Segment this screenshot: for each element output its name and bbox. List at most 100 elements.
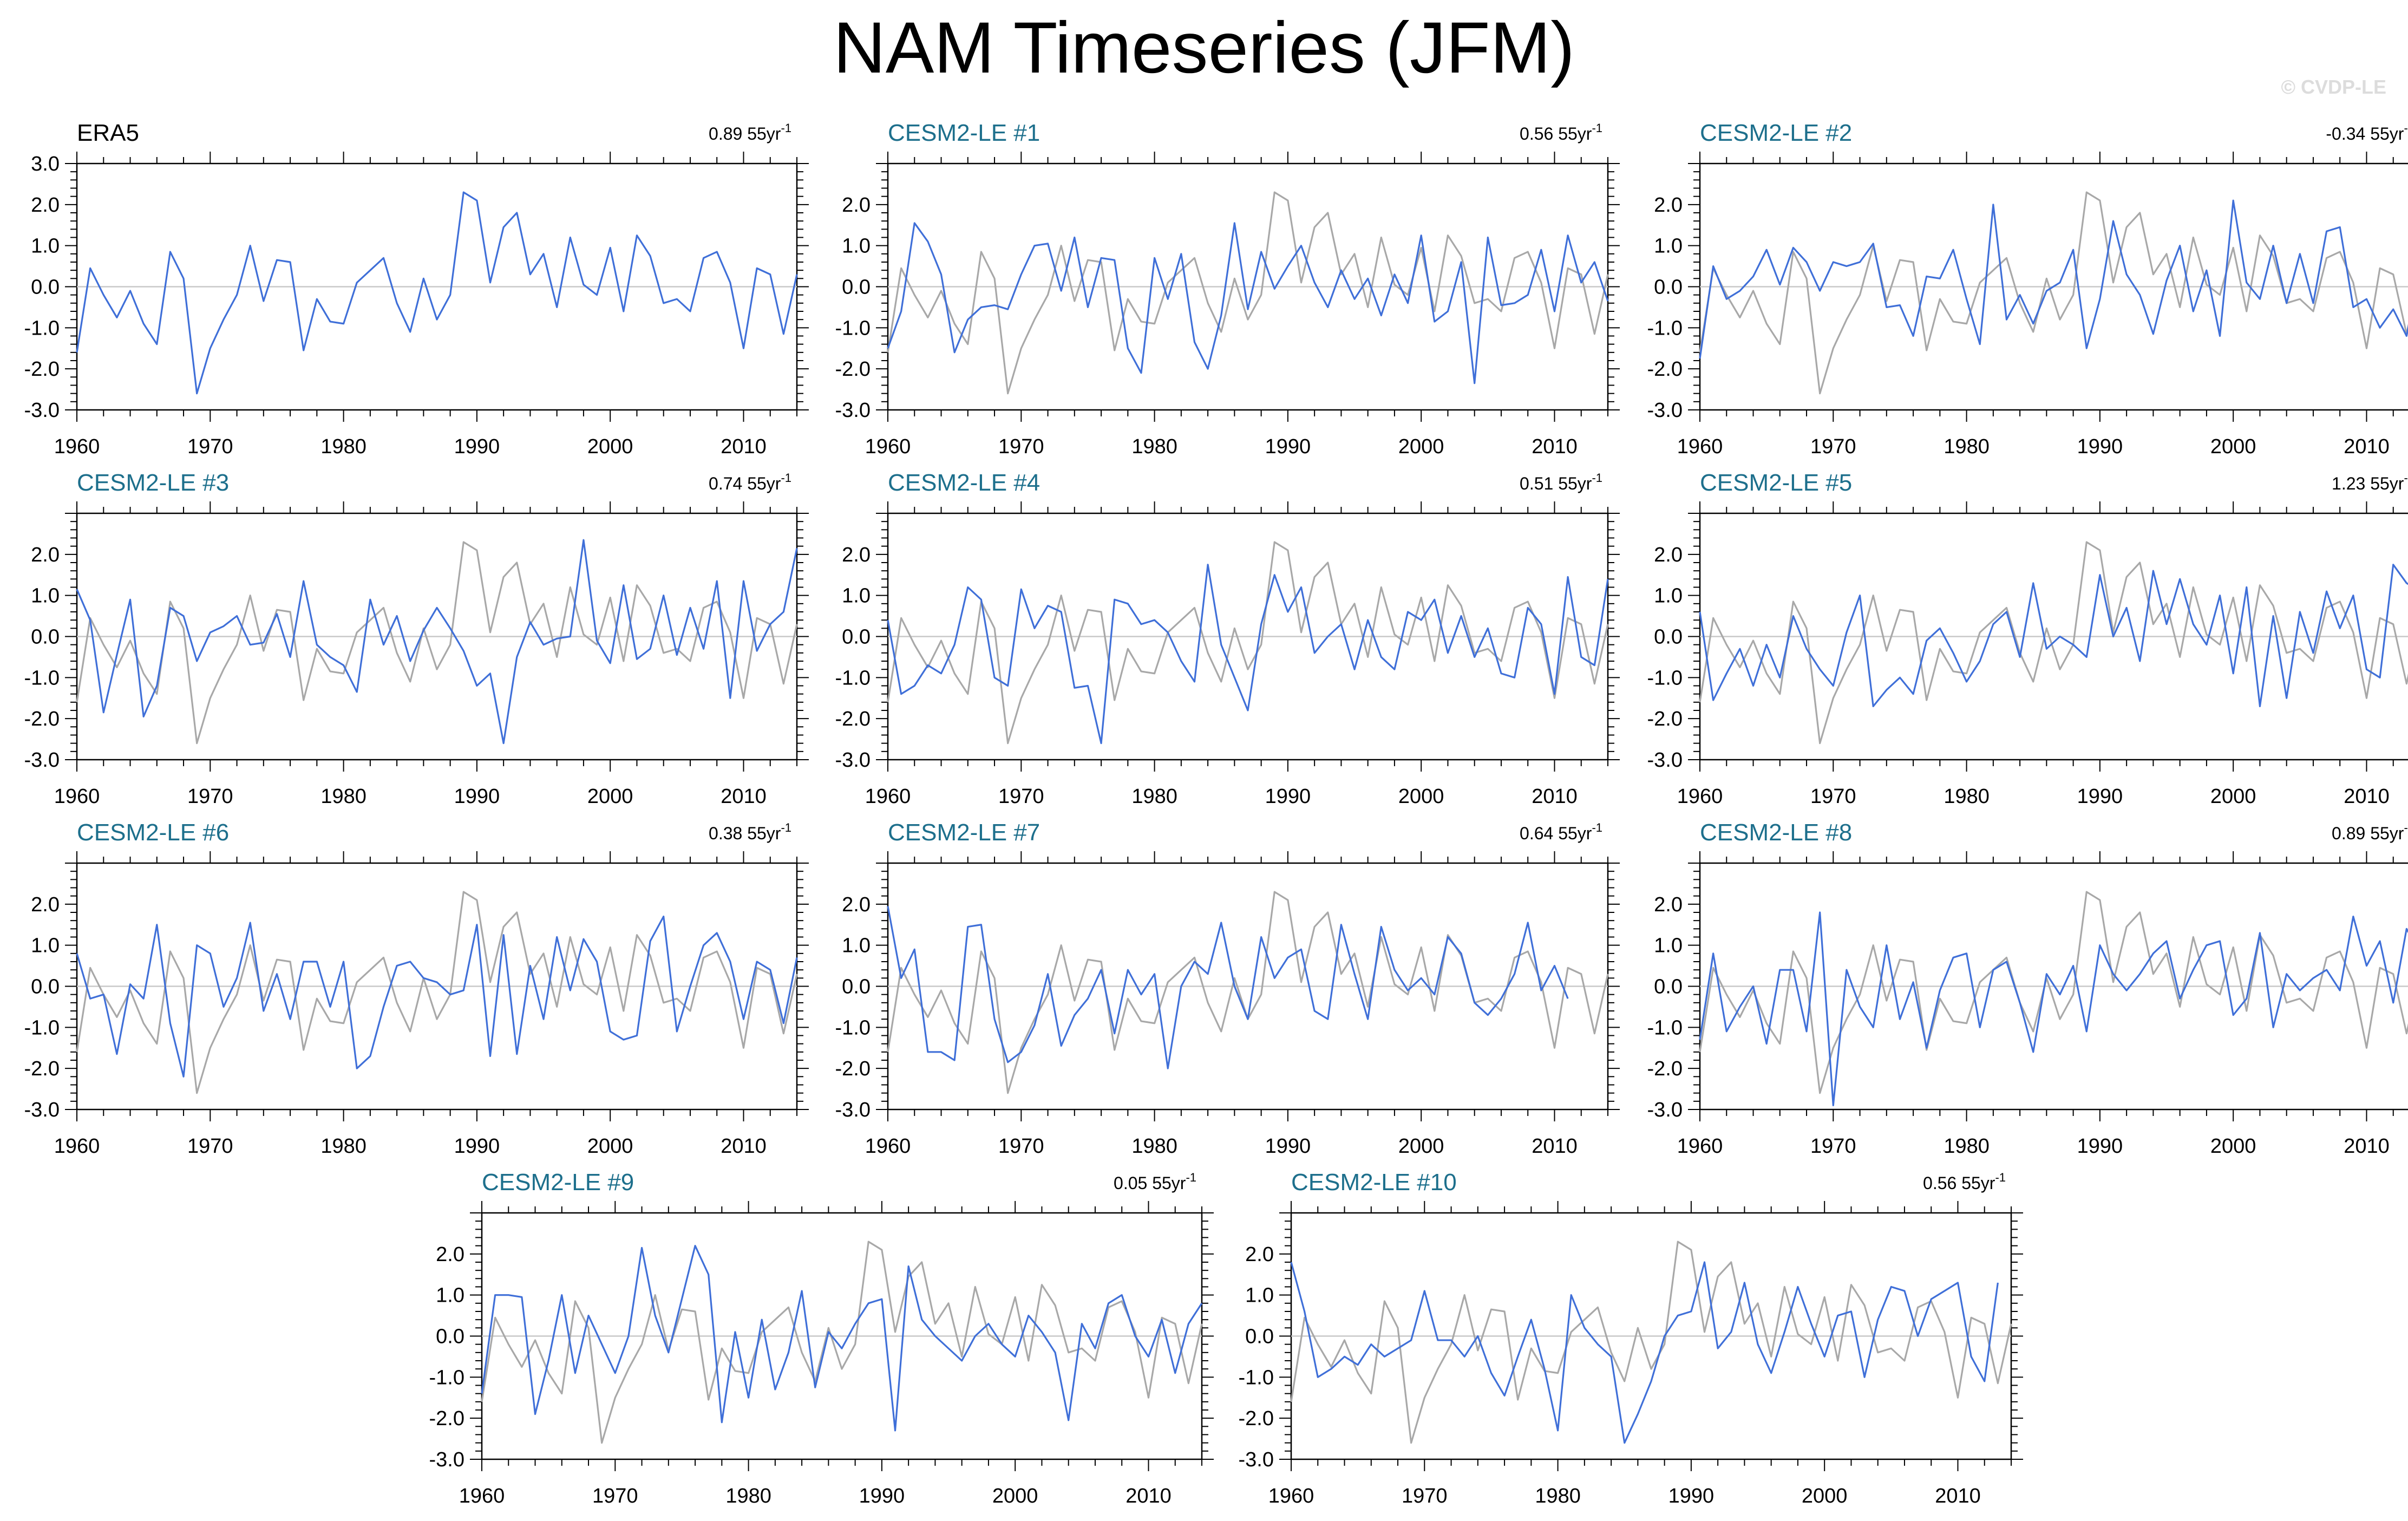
trend-label: 0.74 55yr-1 — [709, 471, 791, 493]
y-tick-label: -1.0 — [24, 667, 60, 689]
x-tick-label: 2000 — [1398, 435, 1444, 458]
trend-label: 0.56 55yr-1 — [1923, 1171, 2006, 1193]
x-tick-label: 1990 — [1265, 435, 1311, 458]
y-tick-label: -2.0 — [835, 358, 871, 381]
y-tick-label: 0.0 — [1245, 1326, 1274, 1348]
series-line-model — [1699, 911, 2408, 1107]
x-tick-label: 1980 — [320, 785, 367, 808]
x-tick-label: 1960 — [865, 1135, 911, 1158]
chart-panel-5: 2.0 1.0 0.0 -1.0 -2.0 -3.0 1960 1970 1980 1990 200… — [1647, 469, 2408, 808]
series-line-observation — [76, 541, 798, 745]
y-tick-label: 2.0 — [1654, 893, 1683, 916]
x-tick-label: 1970 — [1810, 435, 1856, 458]
trend-exponent: -1 — [2404, 471, 2408, 485]
page-title: NAM Timeseries (JFM) — [833, 8, 1575, 88]
x-tick-label: 2000 — [2210, 1135, 2256, 1158]
trend-exponent: -1 — [781, 471, 791, 485]
chart-panel-4: 2.0 1.0 0.0 -1.0 -2.0 -3.0 1960 1970 1980 1990 200… — [835, 469, 1620, 808]
trend-value: 0.38 55yr — [709, 824, 781, 843]
x-tick-label: 1980 — [1944, 785, 1990, 808]
y-tick-label: -2.0 — [1647, 358, 1683, 381]
x-tick-label: 2010 — [721, 1135, 767, 1158]
x-tick-label: 1990 — [454, 785, 500, 808]
y-tick-label: 0.0 — [31, 276, 60, 299]
trend-label: 0.89 55yr-1 — [2332, 821, 2408, 843]
x-tick-label: 1980 — [725, 1485, 771, 1507]
series-line-observation — [481, 1241, 1203, 1444]
x-tick-label: 1970 — [187, 1135, 233, 1158]
y-tick-label: 1.0 — [1245, 1284, 1274, 1307]
y-tick-label: 1.0 — [31, 235, 60, 258]
y-tick-label: 2.0 — [842, 893, 871, 916]
series-line-model — [76, 915, 798, 1078]
x-tick-label: 2000 — [2210, 785, 2256, 808]
trend-exponent: -1 — [2404, 821, 2408, 834]
y-tick-label: -2.0 — [24, 1057, 60, 1080]
y-tick-label: -3.0 — [835, 399, 871, 422]
x-tick-label: 2010 — [1532, 785, 1578, 808]
y-tick-label: -3.0 — [24, 399, 60, 422]
trend-label: 0.38 55yr-1 — [709, 821, 791, 843]
x-tick-label: 1970 — [1810, 1135, 1856, 1158]
trend-value: 0.64 55yr — [1520, 824, 1592, 843]
panel-title: ERA5 — [77, 120, 139, 146]
chart-panel-1: 2.0 1.0 0.0 -1.0 -2.0 -3.0 1960 1970 1980 1990 200… — [835, 120, 1620, 458]
chart-panel-3: 2.0 1.0 0.0 -1.0 -2.0 -3.0 1960 1970 1980 1990 200… — [24, 469, 809, 808]
x-tick-label: 2000 — [1398, 1135, 1444, 1158]
y-tick-label: -1.0 — [429, 1366, 464, 1389]
y-tick-label: 2.0 — [31, 893, 60, 916]
series-line-model — [1699, 199, 2408, 359]
chart-panel-7: 2.0 1.0 0.0 -1.0 -2.0 -3.0 1960 1970 1980 1990 200… — [835, 819, 1620, 1158]
y-tick-label: -3.0 — [835, 749, 871, 772]
y-tick-label: 1.0 — [31, 585, 60, 608]
trend-label: 0.64 55yr-1 — [1520, 821, 1602, 843]
x-tick-label: 1980 — [1535, 1485, 1581, 1507]
x-tick-label: 1990 — [2077, 785, 2123, 808]
y-tick-label: 2.0 — [436, 1243, 464, 1266]
y-tick-label: 0.0 — [1654, 276, 1683, 299]
trend-exponent: -1 — [1186, 1171, 1196, 1184]
y-tick-label: -2.0 — [24, 708, 60, 730]
y-tick-label: -1.0 — [835, 317, 871, 340]
series-line-observation — [76, 891, 798, 1094]
series-line-model — [76, 539, 798, 745]
trend-exponent: -1 — [1592, 121, 1602, 135]
x-tick-label: 1980 — [1944, 435, 1990, 458]
x-tick-label: 1970 — [998, 435, 1044, 458]
y-tick-label: -2.0 — [1239, 1407, 1274, 1430]
y-tick-label: -3.0 — [1647, 749, 1683, 772]
y-tick-label: -2.0 — [429, 1407, 464, 1430]
y-tick-label: 2.0 — [842, 544, 871, 566]
series-line-model — [887, 906, 1569, 1069]
x-tick-label: 1990 — [454, 435, 500, 458]
y-tick-label: -3.0 — [24, 749, 60, 772]
series-line-observation — [1699, 191, 2408, 395]
trend-label: 0.51 55yr-1 — [1520, 471, 1602, 493]
chart-panel-10: 2.0 1.0 0.0 -1.0 -2.0 -3.0 1960 1970 1980 1990 200… — [1239, 1169, 2023, 1507]
chart-panel-6: 2.0 1.0 0.0 -1.0 -2.0 -3.0 1960 1970 1980 1990 200… — [24, 819, 809, 1158]
x-tick-label: 1960 — [54, 785, 100, 808]
x-tick-label: 1980 — [1131, 785, 1177, 808]
x-tick-label: 1970 — [187, 435, 233, 458]
trend-exponent: -1 — [1592, 821, 1602, 834]
trend-exponent: -1 — [781, 121, 791, 135]
series-line-model — [481, 1245, 1203, 1432]
x-tick-label: 2010 — [721, 785, 767, 808]
y-tick-label: 1.0 — [436, 1284, 464, 1307]
x-tick-label: 1960 — [1677, 785, 1723, 808]
y-tick-label: -1.0 — [835, 667, 871, 689]
x-tick-label: 1990 — [454, 1135, 500, 1158]
series-line-model — [76, 191, 798, 395]
x-tick-label: 1970 — [998, 785, 1044, 808]
series-line-observation — [1699, 891, 2408, 1094]
x-tick-label: 2010 — [2344, 1135, 2390, 1158]
trend-label: 0.05 55yr-1 — [1114, 1171, 1196, 1193]
x-tick-label: 2010 — [1126, 1485, 1172, 1507]
y-tick-label: -3.0 — [24, 1099, 60, 1121]
y-tick-label: 1.0 — [1654, 235, 1683, 258]
y-tick-label: 0.0 — [31, 626, 60, 649]
x-tick-label: 1960 — [54, 435, 100, 458]
x-tick-label: 2010 — [2344, 785, 2390, 808]
panel-title: CESM2-LE #4 — [888, 469, 1040, 496]
x-tick-label: 1960 — [1268, 1485, 1314, 1507]
